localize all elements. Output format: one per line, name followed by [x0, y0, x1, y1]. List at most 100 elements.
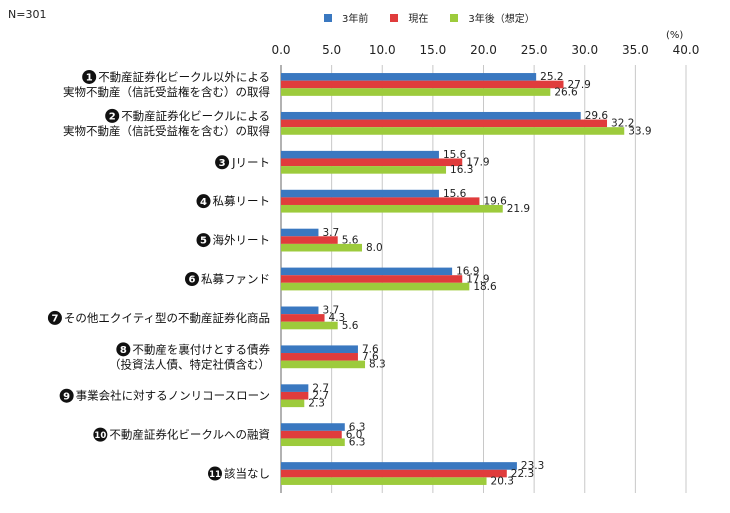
- category-number: 6: [189, 275, 196, 286]
- bar: [281, 275, 463, 283]
- data-label: 32.2: [611, 118, 634, 130]
- bar: [281, 80, 564, 89]
- category-number-badge: [116, 342, 131, 357]
- category-number: 2: [109, 111, 116, 122]
- bar: [281, 73, 537, 81]
- data-label: 19.6: [483, 195, 507, 207]
- category-label: 実物不動産（信託受益権を含む）の取得: [63, 124, 270, 138]
- category-number: 7: [51, 314, 58, 325]
- category-number: 9: [63, 391, 70, 402]
- x-tick-label: 40.0: [673, 43, 700, 57]
- legend-swatch-3-years-later: [450, 13, 459, 22]
- bar: [281, 150, 439, 159]
- bar: [281, 469, 507, 478]
- x-tick-label: 0.0: [271, 43, 290, 57]
- data-label: 8.0: [366, 242, 383, 254]
- data-label: 5.6: [342, 234, 359, 246]
- data-label: 33.9: [628, 125, 651, 137]
- data-label: 17.9: [466, 157, 489, 169]
- category-label: 海外リート: [213, 233, 271, 247]
- data-label: 2.3: [308, 398, 325, 410]
- unit-label: (%): [666, 30, 684, 41]
- bar: [281, 127, 625, 135]
- bar: [281, 228, 319, 237]
- data-label: 16.3: [450, 164, 473, 176]
- bar: [281, 282, 470, 291]
- bar: [281, 119, 608, 128]
- legend-label-current: 現在: [408, 14, 429, 25]
- category-number-badge: [208, 466, 222, 481]
- data-label: 6.3: [349, 437, 366, 449]
- category-number-badge: [215, 155, 230, 170]
- bar: [281, 423, 345, 431]
- legend-label-3-years-ago: 3年前: [342, 14, 369, 25]
- bar: [281, 438, 345, 447]
- data-label: 15.6: [443, 149, 467, 161]
- category-number-badge: [196, 194, 211, 209]
- bar: [281, 314, 325, 322]
- category-label: その他エクイティ型の不動産証券化商品: [64, 311, 270, 325]
- bar: [281, 158, 463, 167]
- category-number-badge: [59, 388, 74, 403]
- category-label: Jリート: [231, 155, 270, 169]
- bar: [281, 384, 309, 392]
- x-tick-label: 10.0: [369, 43, 396, 57]
- category-label: 実物不動産（信託受益権を含む）の取得: [63, 85, 270, 99]
- legend: 3年前 現在 3年後（想定）: [324, 10, 557, 25]
- category-number-badge: [185, 272, 199, 286]
- data-label: 21.9: [507, 203, 530, 215]
- bar: [281, 189, 439, 198]
- data-label: 8.3: [369, 359, 386, 371]
- legend-item-3-years-ago: 3年前: [324, 10, 368, 25]
- bar: [281, 306, 319, 315]
- category-label: 不動産を裏付けとする債券: [132, 342, 270, 356]
- x-tick-label: 35.0: [622, 43, 649, 57]
- bar: [281, 345, 358, 354]
- category-number: 4: [200, 197, 207, 208]
- data-label: 5.6: [342, 320, 359, 332]
- category-number: 10: [94, 431, 106, 441]
- bar: [281, 353, 358, 361]
- category-label: （投資法人債、特定社債含む）: [109, 357, 270, 371]
- x-tick-label: 15.0: [420, 43, 447, 57]
- category-number-badge: [82, 69, 97, 84]
- x-tick-label: 30.0: [571, 43, 598, 57]
- category-label: 私募リート: [213, 194, 271, 208]
- data-label: 18.6: [473, 281, 497, 293]
- bar: [281, 321, 338, 330]
- data-label: 16.9: [456, 266, 479, 278]
- bar: [281, 430, 342, 439]
- legend-swatch-current: [390, 13, 399, 22]
- data-label: 6.3: [349, 421, 366, 433]
- bar: [281, 166, 447, 174]
- data-label: 23.3: [521, 460, 544, 472]
- category-number-badge: [93, 427, 108, 442]
- category-number-badge: [105, 108, 120, 123]
- legend-swatch-3-years-ago: [324, 13, 332, 22]
- data-label: 26.6: [554, 86, 578, 98]
- data-label: 2.7: [312, 390, 329, 402]
- data-label: 7.6: [362, 351, 379, 363]
- data-label: 6.0: [346, 429, 363, 441]
- category-number: 1: [86, 73, 93, 84]
- x-tick-label: 25.0: [521, 43, 548, 57]
- bar: [281, 243, 362, 252]
- x-tick-label: 20.0: [470, 43, 497, 57]
- category-label: 不動産証券化ビークル以外による: [98, 70, 270, 84]
- bar: [281, 197, 480, 205]
- bar: [281, 477, 487, 485]
- category-label: 不動産証券化ビークルへの融資: [109, 428, 270, 442]
- data-label: 3.7: [322, 305, 339, 317]
- category-label: 事業会社に対するノンリコースローン: [76, 389, 270, 403]
- bar: [281, 88, 551, 96]
- data-label: 29.6: [585, 110, 609, 122]
- category-number: 11: [209, 470, 221, 480]
- bar: [281, 462, 517, 470]
- bar: [281, 111, 581, 120]
- data-label: 25.2: [540, 71, 563, 83]
- legend-label-3-years-later: 3年後（想定）: [468, 14, 535, 25]
- category-number-badge: [196, 233, 211, 248]
- data-label: 7.6: [362, 344, 379, 356]
- legend-item-3-years-later: 3年後（想定）: [450, 10, 535, 25]
